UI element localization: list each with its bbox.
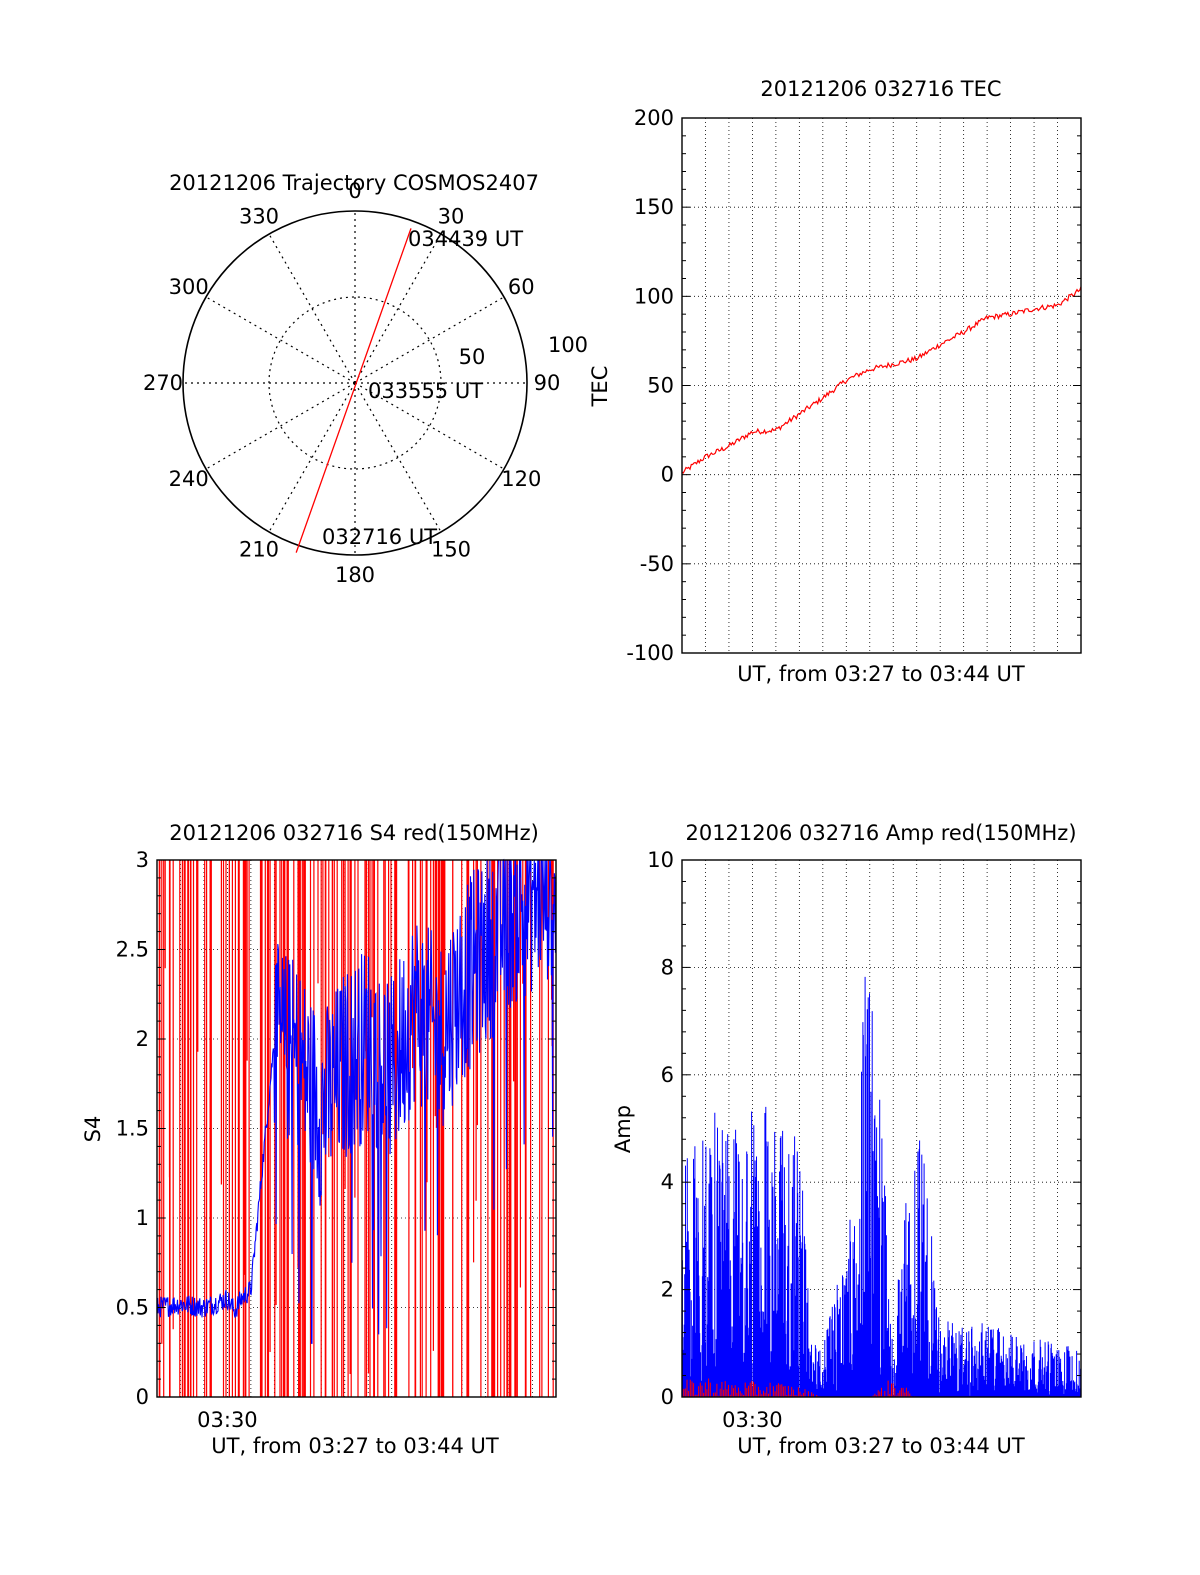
amp-x-ticks: 03:30 [722, 1408, 783, 1432]
polar-azimuth-label: 150 [431, 537, 471, 561]
tec-x-label: UT, from 03:27 to 03:44 UT [737, 662, 1025, 686]
polar-ring-label-100: 100 [548, 333, 588, 357]
polar-outer-ring [182, 210, 528, 556]
polar-spoke [268, 233, 356, 384]
y-tick-label: 1 [136, 1206, 149, 1230]
s4-panel: 20121206 032716 S4 red(150MHz) 0 0.5 1 1.5 2… [81, 821, 557, 1458]
polar-azimuth-label: 300 [169, 275, 209, 299]
polar-azimuth-label: 30 [438, 205, 465, 229]
amp-blue-series [681, 976, 1082, 1397]
amp-title: 20121206 032716 Amp red(150MHz) [685, 821, 1076, 845]
y-tick-label: 2 [661, 1278, 674, 1302]
tec-traces [681, 286, 1082, 474]
polar-azimuth-label: 270 [143, 371, 183, 395]
amp-panel: 20121206 032716 Amp red(150MHz) 0246810 … [611, 821, 1082, 1458]
amp-traces [681, 976, 1082, 1397]
y-tick-label: 0 [661, 1385, 674, 1409]
amp-plot-frame [681, 859, 1082, 1398]
amp-grid [682, 860, 1081, 1397]
tec-y-label: TEC [588, 366, 612, 408]
y-tick-label: 8 [661, 955, 674, 979]
trajectory-line [295, 228, 412, 553]
polar-azimuth-label: 210 [239, 537, 279, 561]
polar-spoke [268, 382, 356, 533]
x-tick-label: 03:30 [722, 1408, 783, 1432]
polar-azimuth-label: 180 [335, 563, 375, 587]
y-tick-label: 10 [647, 848, 674, 872]
y-tick-label: 50 [647, 374, 674, 398]
polar-title: 20121206 Trajectory COSMOS2407 [169, 171, 539, 195]
y-tick-label: 2.5 [116, 938, 149, 962]
y-tick-label: 150 [634, 195, 674, 219]
polar-grid [182, 210, 528, 556]
polar-azimuth-label: 330 [239, 205, 279, 229]
polar-azimuth-label: 120 [501, 467, 541, 491]
s4-title: 20121206 032716 S4 red(150MHz) [169, 821, 539, 845]
s4-x-ticks: 03:30 [197, 1408, 258, 1432]
amp-y-ticks: 0 2 4 6 8 10 [647, 848, 1081, 1409]
amp-x-label: UT, from 03:27 to 03:44 UT [737, 1434, 1025, 1458]
tec-y-ticks: -100 -50 0 50 100 150 200 [626, 106, 1081, 665]
y-tick-label: 2 [136, 1027, 149, 1051]
polar-trajectory-panel: 20121206 Trajectory COSMOS2407 0 30 60 90 12… [143, 171, 588, 587]
trajectory-mid-time: 033555 UT [368, 379, 483, 403]
polar-spoke [354, 233, 442, 384]
polar-spoke [354, 296, 505, 384]
s4-y-ticks: 0 0.5 1 1.5 2 2.5 3 [116, 848, 556, 1409]
polar-azimuth-label: 60 [508, 275, 535, 299]
polar-azimuth-labels: 0 30 60 90 120 150 180 210 240 270 300 330 [143, 179, 560, 587]
polar-spoke [205, 382, 356, 470]
polar-azimuth-label: 0 [348, 179, 361, 203]
y-tick-label: 6 [661, 1063, 674, 1087]
s4-blue-series [156, 858, 557, 1344]
y-tick-label: 100 [634, 284, 674, 308]
y-tick-label: 3 [136, 848, 149, 872]
tec-panel: 20121206 032716 TEC -100-50050100150200 … [588, 77, 1082, 686]
y-tick-label: -50 [640, 552, 674, 576]
trajectory-end-time: 034439 UT [408, 227, 523, 251]
trajectory-start-time: 032716 UT [322, 525, 437, 549]
y-tick-label: 1.5 [116, 1117, 149, 1141]
y-tick-label: -100 [626, 641, 674, 665]
y-tick-label: 0.5 [116, 1296, 149, 1320]
tec-title: 20121206 032716 TEC [760, 77, 1001, 101]
amp-y-label: Amp [611, 1105, 635, 1153]
y-tick-label: 4 [661, 1170, 674, 1194]
tec-series-line [681, 286, 1082, 474]
polar-spoke [354, 382, 505, 470]
tec-grid [682, 118, 1081, 653]
s4-traces [156, 858, 557, 1397]
y-tick-label: 200 [634, 106, 674, 130]
polar-spoke [205, 296, 356, 384]
polar-azimuth-label: 90 [534, 371, 561, 395]
tec-plot-frame [681, 117, 1082, 654]
x-tick-label: 03:30 [197, 1408, 258, 1432]
s4-x-label: UT, from 03:27 to 03:44 UT [211, 1434, 499, 1458]
polar-azimuth-label: 240 [169, 467, 209, 491]
y-tick-label: 0 [136, 1385, 149, 1409]
polar-ring-label-50: 50 [459, 345, 486, 369]
y-tick-label: 0 [661, 463, 674, 487]
polar-spoke [354, 382, 442, 533]
s4-y-label: S4 [81, 1116, 105, 1143]
